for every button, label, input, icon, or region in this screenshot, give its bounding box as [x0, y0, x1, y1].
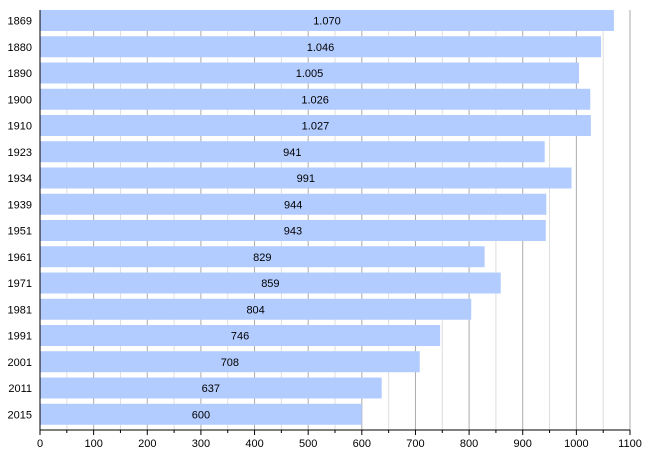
bar-1923: [40, 141, 545, 163]
bar-2001: [40, 351, 420, 373]
bar-1869: [40, 10, 614, 31]
bar-value-label: 829: [253, 252, 271, 264]
bar-value-label: 637: [202, 383, 220, 395]
bar-value-label: 941: [283, 147, 301, 159]
y-category-label: 2011: [8, 383, 32, 395]
x-axis: 0 100 200 300 400 500 600 700 800 900 1000 1100 1869…: [8, 10, 642, 450]
y-category-label: 1971: [8, 278, 32, 290]
x-tick-label: 200: [138, 438, 156, 450]
bar-1961: [40, 246, 485, 268]
x-tick-label: 800: [460, 438, 478, 450]
bar-1971: [40, 272, 501, 294]
bar-1951: [40, 220, 546, 241]
bar-value-label: 1.005: [296, 68, 324, 80]
y-category-label: 2001: [8, 357, 32, 369]
bar-value-label: 859: [261, 278, 279, 290]
x-tick-label: 600: [353, 438, 371, 450]
bar-value-label: 1.026: [301, 94, 329, 106]
x-tick-label: 300: [192, 438, 210, 450]
y-category-label: 1961: [8, 252, 32, 264]
bar-value-label: 600: [192, 409, 210, 421]
y-category-label: 1951: [8, 226, 32, 238]
y-category-label: 1890: [8, 68, 32, 80]
y-category-label: 1869: [8, 16, 32, 28]
y-category-label: 1981: [8, 304, 32, 316]
y-category-label: 1991: [8, 331, 32, 343]
bar-1890: [40, 62, 580, 84]
y-category-label: 1923: [8, 147, 32, 159]
bar-1991: [40, 325, 441, 346]
bars: 1.070 1.046 1.005 1.026 1.027 941 991 944 943 829…: [40, 10, 614, 425]
bar-value-label: 746: [231, 331, 249, 343]
bar-value-label: 1.070: [313, 16, 341, 28]
bar-1981: [40, 298, 472, 320]
bar-1910: [40, 115, 591, 136]
y-category-label: 1934: [8, 173, 32, 185]
y-category-label: 1880: [8, 42, 32, 54]
y-category-label: 1939: [8, 199, 32, 211]
x-tick-label: 400: [245, 438, 263, 450]
bar-1880: [40, 36, 602, 58]
bar-1934: [40, 167, 572, 189]
x-tick-label: 1100: [618, 438, 642, 450]
bar-value-label: 804: [246, 304, 264, 316]
y-category-label: 1900: [8, 94, 32, 106]
bar-value-label: 943: [284, 226, 302, 238]
bar-value-label: 944: [284, 199, 302, 211]
x-tick-label: 1000: [564, 438, 588, 450]
x-tick-label: 900: [514, 438, 532, 450]
bar-value-label: 1.046: [307, 42, 335, 54]
bar-value-label: 991: [297, 173, 315, 185]
x-tick-label: 100: [84, 438, 102, 450]
y-category-label: 1910: [8, 121, 32, 133]
bar-1900: [40, 88, 591, 110]
x-tick-label: 500: [299, 438, 317, 450]
x-tick-label: 0: [37, 438, 43, 450]
bar-value-label: 1.027: [302, 121, 330, 133]
bar-2011: [40, 377, 382, 399]
bar-1939: [40, 193, 547, 215]
bar-value-label: 708: [221, 357, 239, 369]
x-tick-label: 700: [406, 438, 424, 450]
bar-2015: [40, 403, 362, 425]
y-category-label: 2015: [8, 409, 32, 421]
